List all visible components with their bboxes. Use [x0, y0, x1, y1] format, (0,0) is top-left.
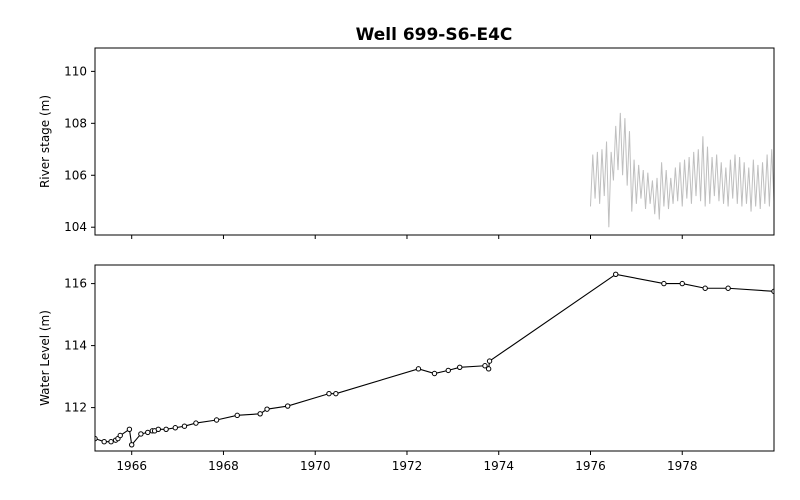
river-series-line	[589, 112, 774, 228]
well-series-line	[95, 273, 774, 447]
well-y-tick-label: 114	[64, 339, 87, 353]
well-data-point	[108, 439, 114, 445]
well-data-point	[155, 426, 162, 432]
well-data-point	[661, 280, 667, 287]
well-y-tick-label: 112	[64, 401, 87, 415]
chart-title: Well 699-S6-E4C	[356, 25, 513, 45]
well-data-point	[457, 364, 463, 370]
water-level-x-ticks: 1966 1968 1970 1972 1974 1976 1978	[116, 451, 698, 473]
river-y-tick-label: 108	[64, 116, 87, 130]
x-tick-label: 1978	[667, 459, 698, 473]
river-stage-panel: 104 106 108 110 River stage (m)	[38, 47, 775, 239]
well-data-point	[145, 429, 151, 436]
well-data-point	[213, 417, 220, 423]
well-data-point	[257, 411, 263, 417]
well-data-point	[264, 406, 270, 412]
well-data-point	[326, 390, 332, 397]
river-y-tick-label: 110	[64, 64, 87, 78]
well-data-point	[445, 367, 451, 374]
water-level-plot-frame	[94, 264, 775, 452]
well-data-point	[415, 366, 422, 372]
well-data-point	[163, 426, 169, 432]
x-tick-label: 1968	[208, 459, 239, 473]
river-stage-plot-frame	[94, 47, 775, 236]
well-data-point	[613, 271, 619, 277]
river-y-tick-label: 104	[64, 220, 87, 234]
well-data-point	[193, 420, 199, 426]
x-tick-label: 1970	[300, 459, 331, 473]
well-data-point	[172, 425, 178, 431]
well-data-point	[101, 439, 107, 445]
well-data-point	[138, 431, 144, 437]
well-data-point	[117, 432, 123, 439]
well-data-point	[431, 370, 438, 377]
water-level-y-axis-label: Water Level (m)	[38, 310, 52, 406]
river-stage-y-ticks: 104 106 108 110	[64, 64, 95, 234]
x-tick-label: 1972	[392, 459, 423, 473]
well-data-point	[284, 403, 291, 409]
river-y-tick-label: 106	[64, 168, 87, 182]
well-data-point	[482, 363, 488, 369]
river-stage-x-ticks	[131, 235, 683, 239]
well-y-tick-label: 116	[64, 277, 87, 291]
water-level-panel: 112 114 116 1966 1968 1970 1972 1974 1976 1978 W…	[38, 264, 775, 473]
well-data-point	[333, 390, 339, 397]
x-tick-label: 1974	[483, 459, 514, 473]
well-data-point	[702, 285, 708, 291]
x-tick-label: 1976	[575, 459, 606, 473]
well-data-point	[181, 423, 188, 429]
well-data-point	[725, 285, 731, 291]
well-data-point	[485, 366, 492, 372]
well-data-point	[486, 358, 493, 364]
river-stage-series	[589, 112, 774, 228]
river-stage-y-axis-label: River stage (m)	[38, 95, 52, 188]
well-data-point	[129, 442, 135, 448]
water-level-y-ticks: 112 114 116	[64, 277, 95, 415]
well-data-point	[234, 412, 240, 419]
well-data-point	[679, 280, 685, 287]
x-tick-label: 1966	[116, 459, 147, 473]
well-data-point	[126, 426, 133, 432]
water-level-series	[95, 271, 774, 448]
